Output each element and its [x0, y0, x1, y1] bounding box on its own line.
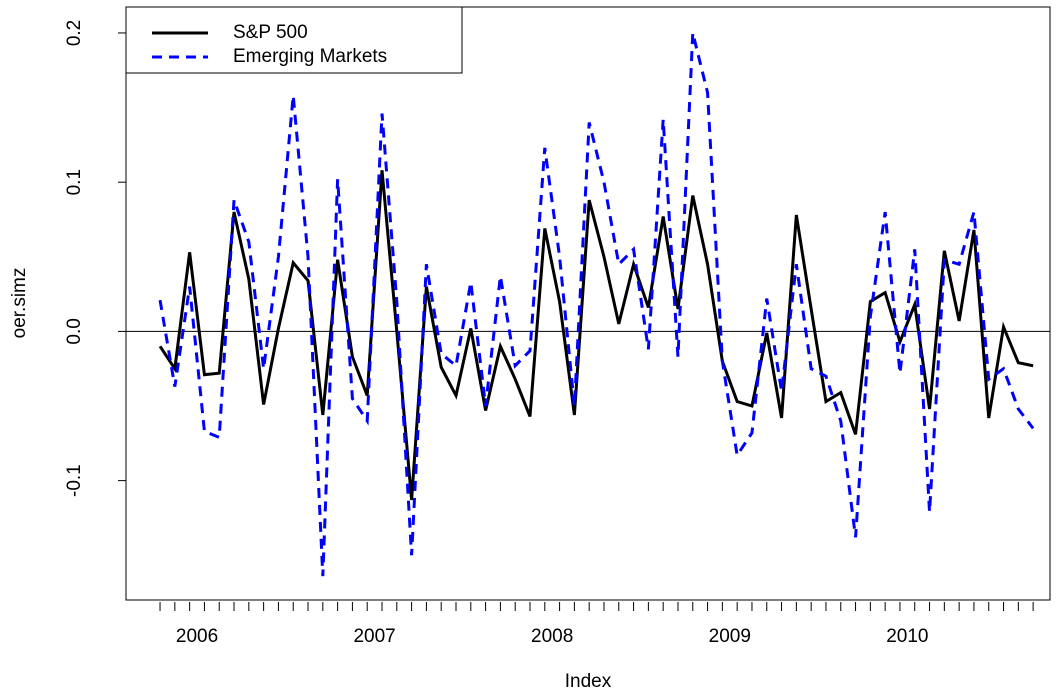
legend-box [125, 6, 463, 74]
x-tick-label: 2006 [176, 626, 218, 647]
series-line [158, 170, 1034, 501]
y-tick-label: 0.1 [64, 169, 85, 195]
legend-label: Emerging Markets [233, 46, 387, 67]
y-tick-label: 0.2 [64, 20, 85, 46]
x-tick-label: 2010 [886, 626, 928, 647]
legend-label: S&P 500 [233, 22, 308, 43]
y-axis-label: oer.simz [9, 268, 30, 339]
x-tick-label: 2007 [353, 626, 395, 647]
x-axis-label: Index [565, 671, 612, 692]
y-tick-label: 0.0 [64, 318, 85, 344]
x-tick-label: 2009 [709, 626, 751, 647]
series-line [158, 32, 1035, 577]
y-tick-label: -0.1 [64, 464, 85, 497]
x-tick-label: 2008 [531, 626, 573, 647]
plot-box [125, 6, 1051, 601]
